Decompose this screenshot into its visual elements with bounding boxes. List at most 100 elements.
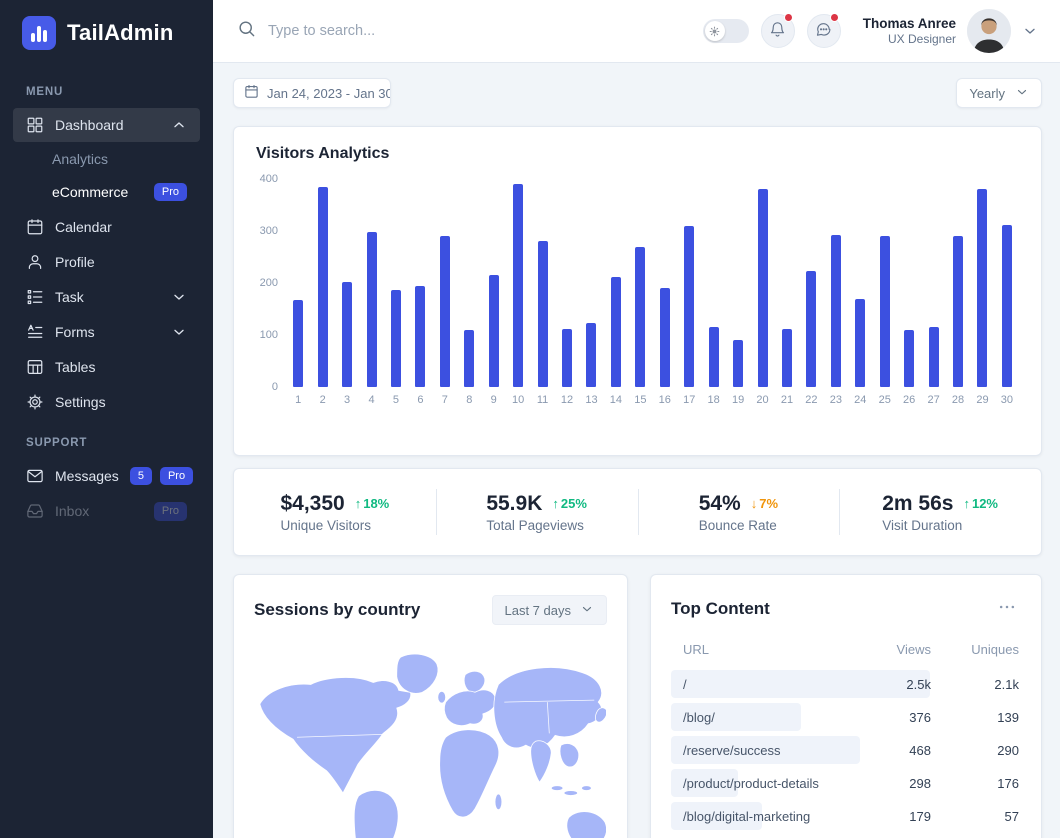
bar-chart: 0 100 200 300 400 1 2 3 4 5 6 7 8 9 10 11 12 13 14 15 16 17 1… [256,173,1019,406]
x-tick-label: 29 [976,394,989,406]
x-tick-label: 8 [466,394,473,406]
chart-bar [806,271,817,387]
table-row: /blog/digital-marketing 179 57 [671,801,1021,831]
chart-bar [366,232,377,387]
cell-url: /product/product-details [683,775,819,791]
cell-views: 298 [909,775,931,791]
x-tick-label: 5 [392,394,400,406]
sidebar-item-messages[interactable]: Messages 5 Pro [13,459,200,493]
y-tick-label: 200 [259,277,278,289]
sidebar-item-dashboard[interactable]: Dashboard [13,108,200,142]
x-tick-label: 12 [560,394,574,406]
table-row: /blog/376 139 [671,702,1021,732]
period-value: Yearly [969,85,1005,101]
x-tick-label: 4 [368,394,375,406]
profile-icon [28,255,42,270]
chart-bar [317,187,328,387]
x-tick-label: 9 [490,394,497,406]
chevron-down-icon [174,329,184,335]
brand[interactable]: TailAdmin [0,0,213,68]
sidebar-subitem-ecommerce[interactable]: eCommerce Pro [0,175,213,209]
cell-uniques: 2.1k [994,676,1019,692]
stat-label: Total Pageviews [486,517,584,533]
sidebar-item-settings[interactable]: Settings [13,385,200,419]
support-section-label: SUPPORT [26,437,88,450]
stat-label: Visit Duration [882,517,963,533]
chat-button[interactable] [806,13,841,48]
arrow-up-icon: ↑ [963,496,970,511]
sun-icon [709,26,720,36]
sessions-period-select[interactable]: Last 7 days [491,595,607,625]
top-content-menu-button[interactable] [993,593,1021,624]
stat-unique-visitors: $4,350 ↑ 18% Unique Visitors [234,492,436,533]
date-range-picker[interactable]: Jan 24, 2023 - Jan 30, 2023 [233,78,391,108]
dark-mode-toggle[interactable] [702,19,749,43]
calendar-icon [27,219,43,235]
period-select[interactable]: Yearly [956,78,1042,108]
x-tick-label: 1 [295,394,302,406]
sidebar-item-task[interactable]: Task [13,280,200,314]
pro-badge: Pro [153,502,187,521]
x-tick-label: 11 [536,394,549,406]
sidebar-item-label: Tables [55,359,96,376]
arrow-up-icon: ↑ [354,496,362,511]
user-name: Thomas Anree [862,16,956,31]
stat-value: 55.9K [486,491,543,515]
sidebar-item-label: Task [55,289,84,306]
inbox-icon [27,504,43,519]
toggle-knob [704,21,725,41]
arrow-up-icon: ↑ [552,496,559,511]
sidebar-item-label: Inbox [55,503,90,520]
stat-value: $4,350 [280,491,345,515]
x-tick-label: 23 [829,394,842,406]
chevron-down-icon [1017,89,1027,94]
row-bar [671,802,762,830]
chart-bar [439,236,450,387]
chart-bar [733,340,744,387]
row-bar [671,736,860,764]
x-tick-label: 17 [683,394,696,406]
sidebar-item-inbox[interactable]: Inbox Pro [13,494,200,528]
sidebar-item-forms[interactable]: Forms [13,315,200,349]
x-tick-label: 3 [344,394,351,406]
sidebar-item-tables[interactable]: Tables [13,350,200,384]
chart-bar [855,299,866,387]
world-map-svg [259,653,608,838]
chart-title: Visitors Analytics [256,145,390,162]
notifications-button[interactable] [760,13,795,48]
cell-views: 376 [909,709,931,725]
content-area: Jan 24, 2023 - Jan 30, 2023 Yearly Visit… [213,63,1060,838]
notification-dot [783,13,793,22]
x-tick-label: 27 [927,394,940,406]
cell-uniques: 139 [997,709,1019,725]
cell-url: /blog/ [683,709,715,725]
chart-bar [928,327,939,387]
chart-bar [537,241,548,387]
search-input[interactable] [268,23,548,39]
sidebar-subitem-analytics[interactable]: Analytics [0,143,213,175]
menu-section-label: MENU [26,86,64,98]
sidebar-item-profile[interactable]: Profile [13,245,200,279]
x-tick-label: 2 [319,394,326,406]
stat-delta: ↑ 12% [963,496,998,511]
sidebar-item-label: Settings [55,394,106,411]
cell-views: 179 [909,808,931,824]
user-menu[interactable]: Thomas Anree UX Designer [863,9,1038,53]
table-row: / 2.5k 2.1k [671,669,1021,699]
sessions-by-country-card: Sessions by country Last 7 days [233,574,628,838]
x-tick-label: 10 [512,394,525,406]
count-badge: 5 [129,467,152,486]
sidebar-subitem-label: eCommerce [52,184,129,201]
toolbar: Jan 24, 2023 - Jan 30, 2023 Yearly [233,78,1042,108]
chart-bar [708,327,719,387]
x-tick-label: 6 [417,394,424,406]
sidebar-item-label: Forms [55,324,95,341]
menu-nav: Dashboard Analytics eCommerce Pro Calendar Pr… [0,108,213,419]
chart-bar [342,282,353,387]
chart-bar [610,277,621,387]
top-content-card: Top Content URL Views Uniques /2.5k 2.1k /… [650,574,1042,838]
sidebar-item-calendar[interactable]: Calendar [13,210,200,244]
x-tick-label: 16 [658,394,671,406]
date-range-value: Jan 24, 2023 - Jan 30, 2023 [267,85,390,101]
cell-uniques: 57 [1004,808,1019,824]
